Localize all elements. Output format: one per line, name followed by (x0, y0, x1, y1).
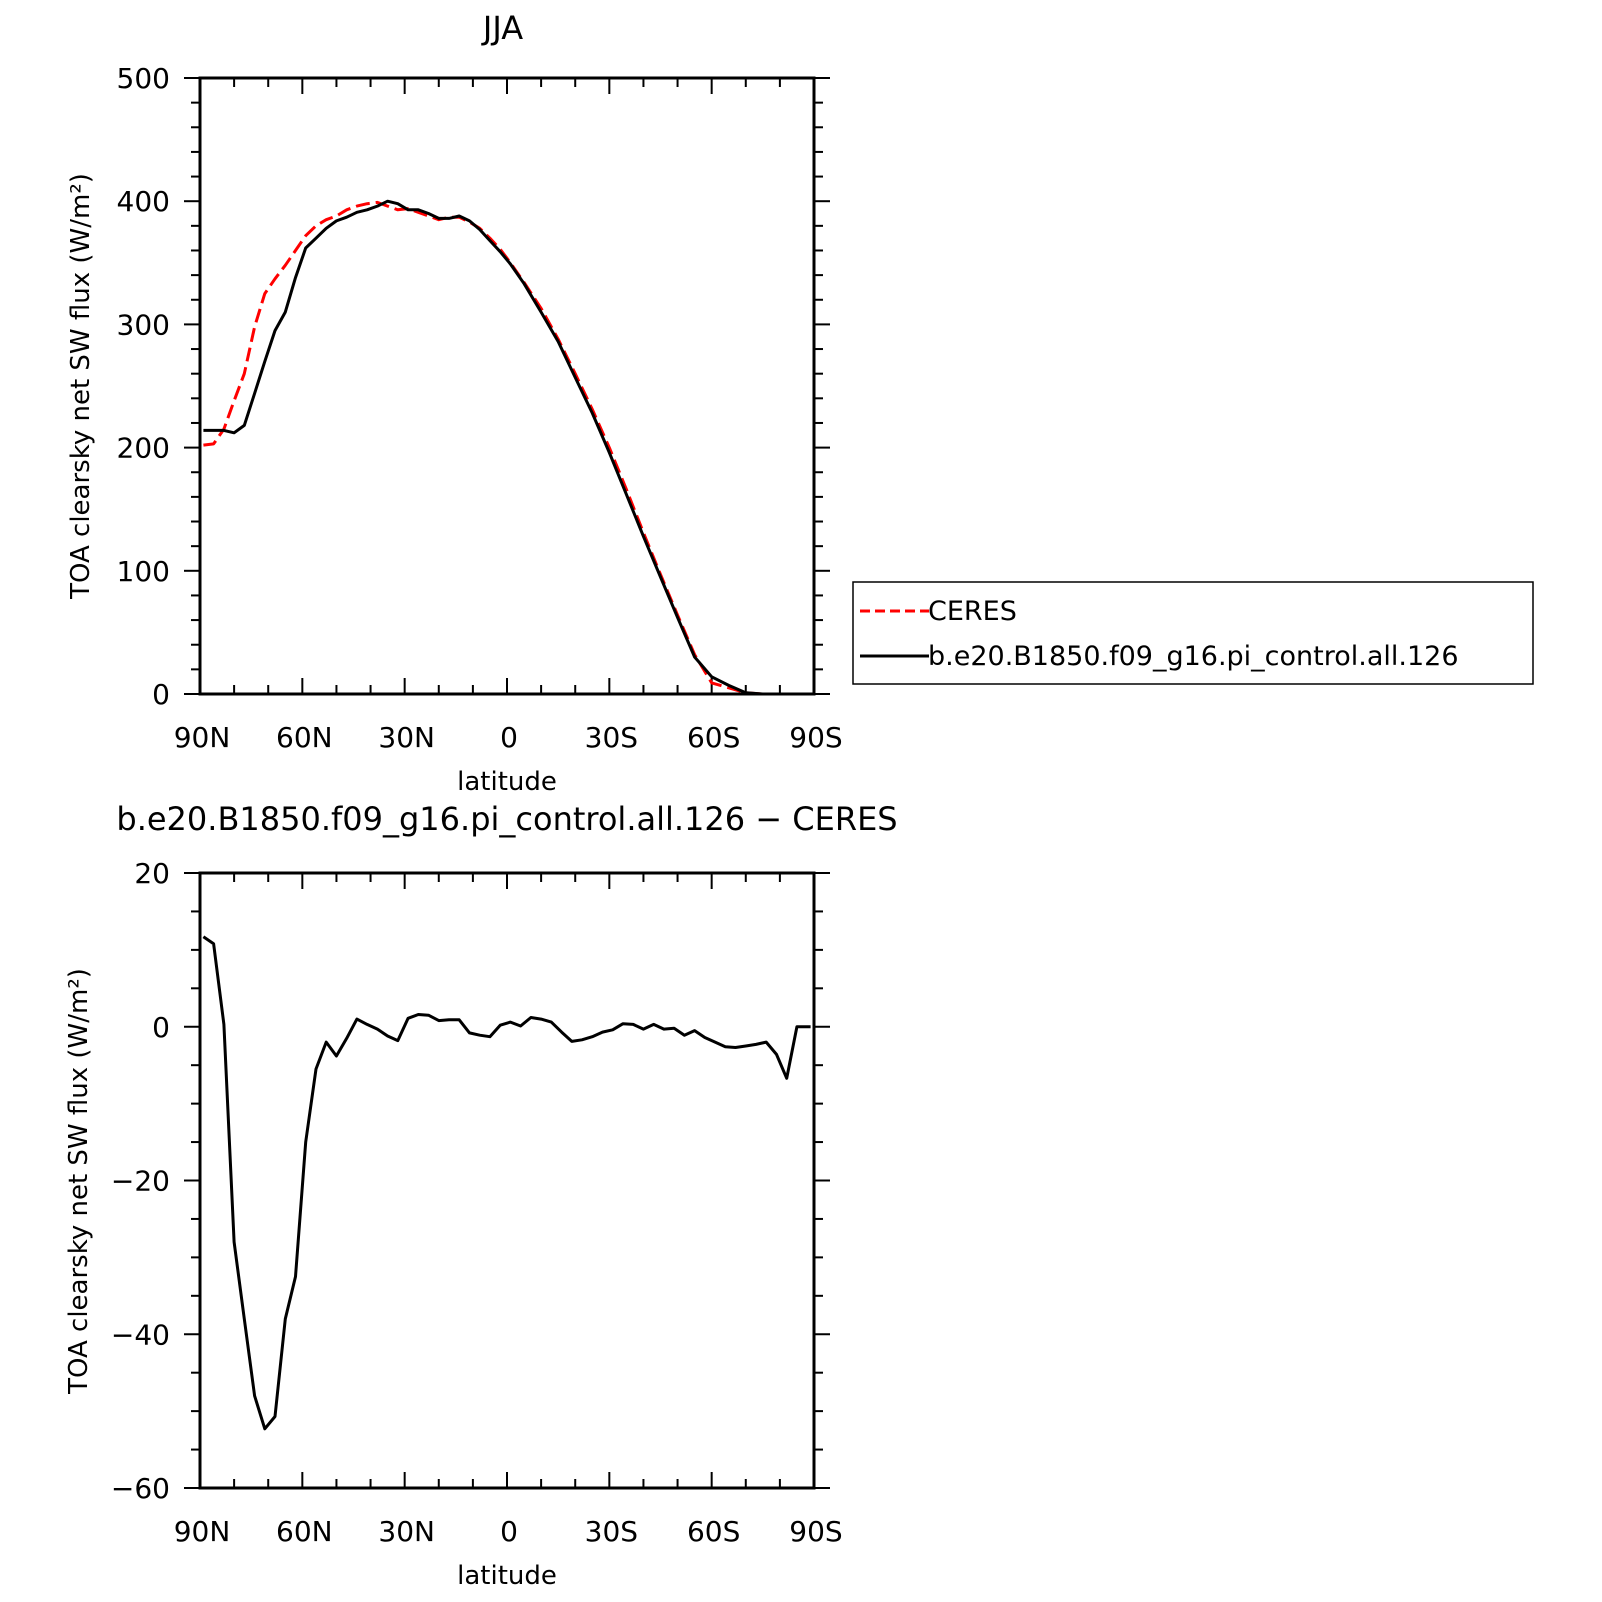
top-axes-ticks (184, 77, 830, 695)
top-y-axis-label: TOA clearsky net SW flux (W/m²) (66, 173, 96, 600)
bottom-plot-frame (198, 871, 816, 1490)
legend-label-ceres: CERES (928, 596, 1017, 627)
bottom-plot-lines (202, 935, 811, 1431)
y-tick-label: −60 (111, 1472, 170, 1505)
legend: CERES b.e20.B1850.f09_g16.pi_control.all… (852, 581, 1534, 685)
bottom-panel: b.e20.B1850.f09_g16.pi_control.all.126 −… (64, 800, 898, 1591)
top-chart-title: JJA (481, 9, 523, 47)
x-tick-label: 30N (378, 721, 435, 754)
y-tick-label: 0 (152, 678, 170, 711)
y-tick-label: 300 (117, 308, 170, 341)
series-line-0 (202, 935, 811, 1431)
top-plot-lines (203, 199, 811, 696)
bottom-chart-title: b.e20.B1850.f09_g16.pi_control.all.126 −… (116, 800, 897, 838)
x-tick-label: 90S (789, 1515, 842, 1548)
x-tick-label: 90N (174, 721, 231, 754)
bottom-axes-ticks (184, 872, 830, 1489)
x-tick-label: 0 (500, 1515, 518, 1548)
bottom-x-tick-labels: 90N 60N 30N 0 30S 60S 90S (174, 1515, 843, 1548)
bottom-y-tick-labels: −60 −40 −20 0 20 (111, 857, 170, 1505)
x-tick-label: 30S (585, 721, 638, 754)
bottom-x-axis-label: latitude (457, 1561, 557, 1591)
x-tick-label: 60S (687, 1515, 740, 1548)
series-line-1 (203, 199, 811, 696)
top-plot-frame (198, 76, 816, 696)
x-tick-label: 0 (500, 721, 518, 754)
top-x-axis-label: latitude (457, 767, 557, 797)
legend-label-model: b.e20.B1850.f09_g16.pi_control.all.126 (928, 641, 1459, 672)
y-tick-label: 0 (152, 1011, 170, 1044)
x-tick-label: 30N (378, 1515, 435, 1548)
top-panel: JJA 90N 60N 30N 0 30S 60S 90S 0 100 200 300 400 500… (66, 9, 843, 797)
x-tick-label: 60S (687, 721, 740, 754)
y-tick-label: 20 (134, 857, 170, 890)
y-tick-label: 400 (117, 185, 170, 218)
legend-box (852, 581, 1534, 685)
x-tick-label: 60N (276, 1515, 333, 1548)
top-x-tick-labels: 90N 60N 30N 0 30S 60S 90S (174, 721, 843, 754)
bottom-y-axis-label: TOA clearsky net SW flux (W/m²) (64, 968, 94, 1395)
top-y-tick-labels: 0 100 200 300 400 500 (117, 62, 170, 711)
x-tick-label: 60N (276, 721, 333, 754)
y-tick-label: −40 (111, 1318, 170, 1351)
x-tick-label: 90S (789, 721, 842, 754)
x-tick-label: 90N (174, 1515, 231, 1548)
y-tick-label: −20 (111, 1165, 170, 1198)
y-tick-label: 200 (117, 432, 170, 465)
x-tick-label: 30S (585, 1515, 638, 1548)
y-tick-label: 500 (117, 62, 170, 95)
y-tick-label: 100 (117, 555, 170, 588)
